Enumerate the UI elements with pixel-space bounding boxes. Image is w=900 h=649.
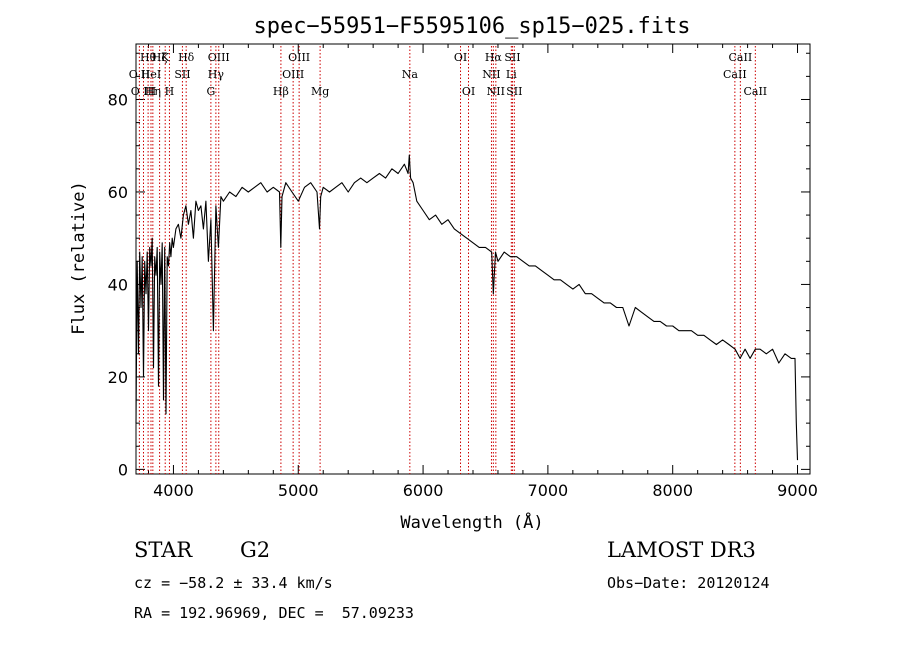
spectral-line-label: H [165,85,175,98]
spectral-line-label: OIII [288,51,310,64]
spectral-line-label: HeI [141,68,161,81]
observation-date: Obs−Date: 20120124 [607,574,770,592]
chart-title: spec−55951−F5595106_sp15−025.fits [253,14,690,39]
y-axis-label: Flux (relative) [69,181,89,335]
spectral-line-label: Mg [311,85,329,98]
spectral-line-label: Hβ [273,85,289,98]
x-tick-label: 9000 [777,481,818,500]
plot-frame [135,43,811,475]
survey-name: LAMOST DR3 [607,538,756,562]
spectral-line-label: O III [131,85,157,98]
spectral-line-label: Hθ [140,51,157,64]
x-tick-label: 5000 [278,481,319,500]
spectral-line-label: O II [129,68,150,81]
x-tick-label: 8000 [652,481,693,500]
spectral-line-label: OIII [282,68,304,81]
spectral-line-label: NII [487,85,505,98]
x-tick-label: 7000 [528,481,569,500]
y-tick-label: 60 [108,183,128,202]
y-tick-label: 40 [108,275,128,294]
spectral-line-label: Hζ [152,51,168,64]
spectral-line-label: CaII [723,68,747,81]
y-tick-label: 0 [118,460,128,479]
redshift-cz: cz = −58.2 ± 33.4 km/s [134,574,333,592]
spectral-line-label: Hα [485,51,503,64]
x-axis-label: Wavelength (Å) [400,511,543,533]
spectral-line-label: CaII [729,51,753,64]
spectral-line-label: NII [482,68,500,81]
x-tick-label: 4000 [153,481,194,500]
y-tick-label: 80 [108,90,128,109]
spectrum-line [135,154,799,461]
object-subclass: G2 [240,538,271,562]
spectral-line-label: Na [402,68,419,81]
spectral-line-label: Hδ [178,51,195,64]
coordinates: RA = 192.96969, DEC = 57.09233 [134,604,414,622]
spectral-line-label: SII [504,51,520,64]
spectral-line-label: CaII [743,85,767,98]
x-tick-label: 6000 [403,481,444,500]
spectral-line-label: OIII [208,51,230,64]
spectral-line-label: OI [462,85,475,98]
spectral-line-label: Hη [145,85,161,98]
spectral-line-label: G [206,85,215,98]
spectral-line-label: K [161,51,170,64]
spectral-line-label: SII [174,68,190,81]
spectral-line-label: OI [454,51,467,64]
spectral-line-label: Hγ [208,68,225,81]
y-tick-label: 20 [108,368,128,387]
spectral-line-label: Li [506,68,517,81]
spectral-line-label: SII [506,85,522,98]
object-class: STAR [134,538,193,562]
